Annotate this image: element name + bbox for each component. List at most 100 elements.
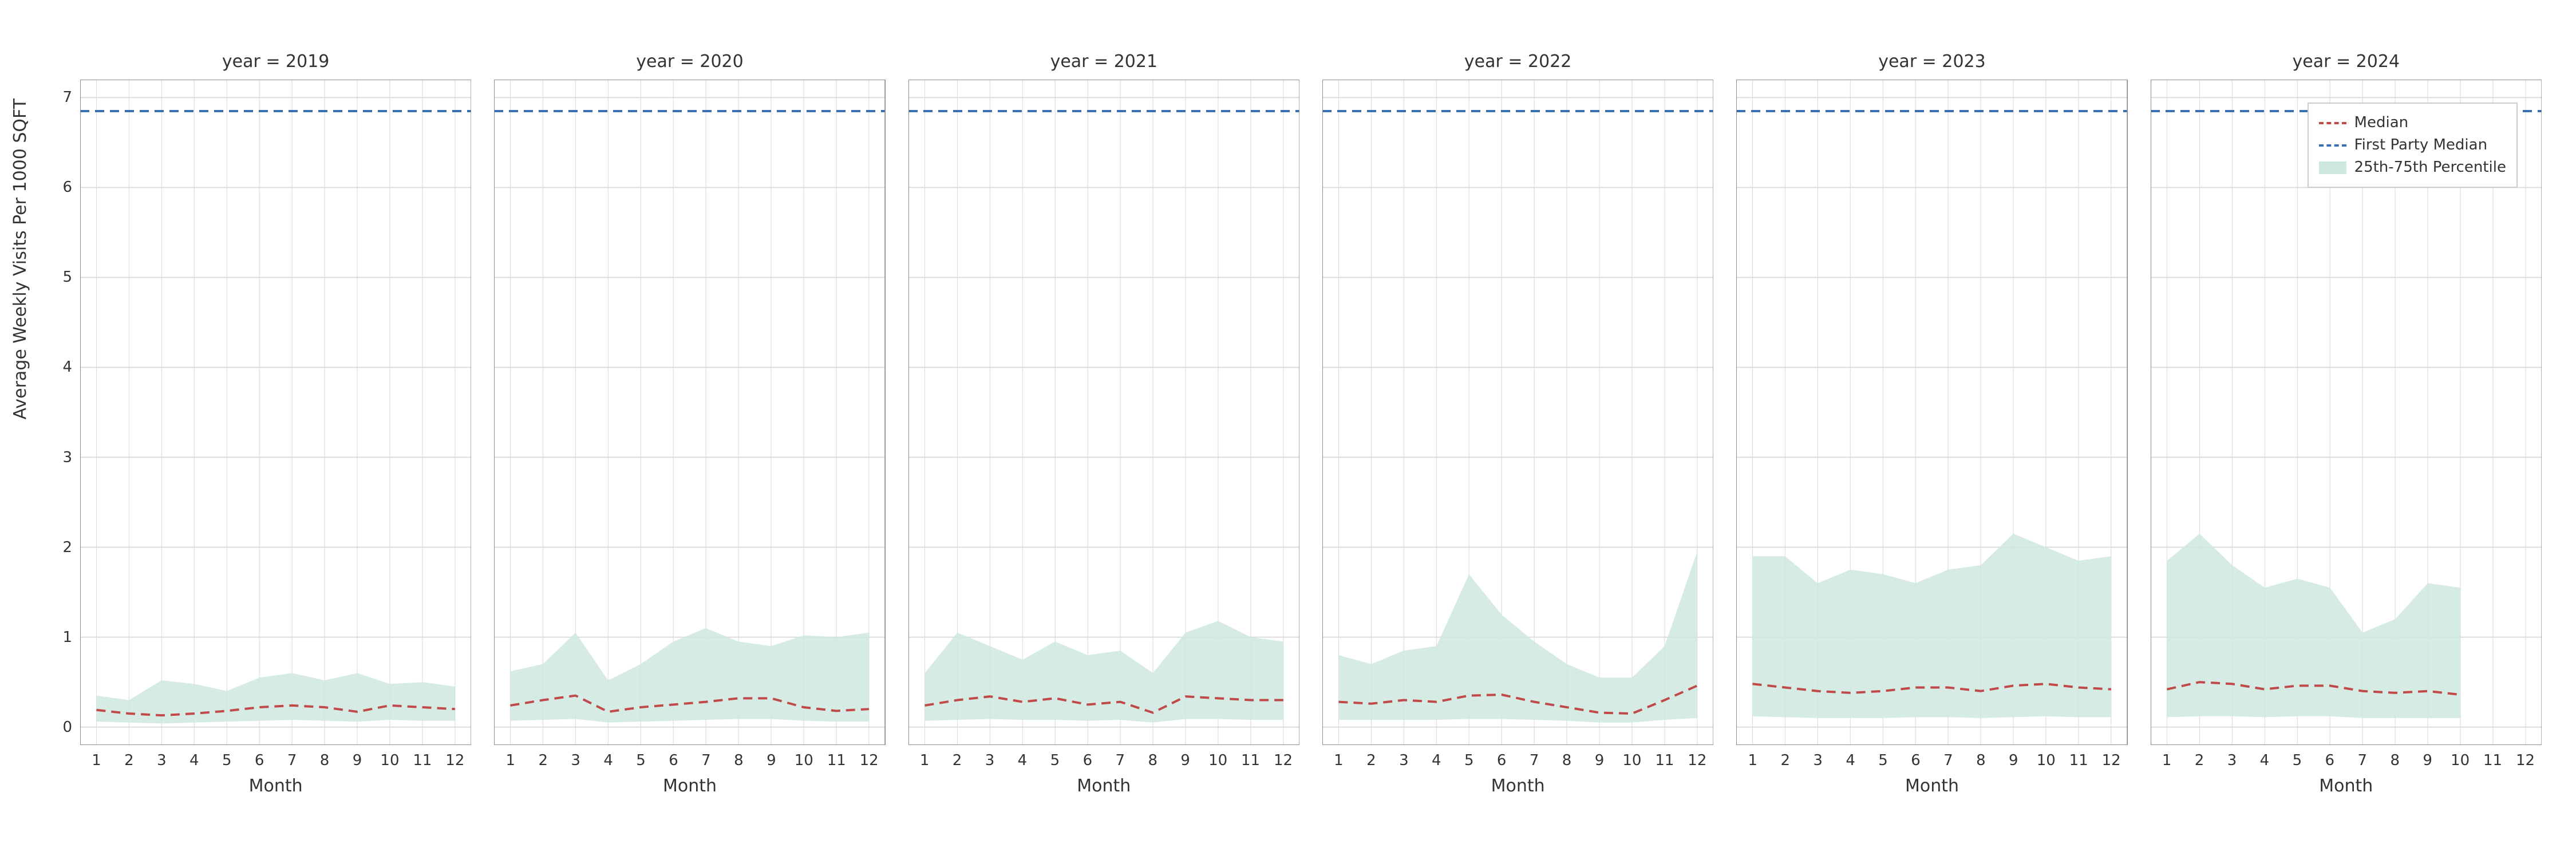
plot-area: 123456789101112 [1322, 80, 1713, 745]
plot-svg [80, 80, 471, 745]
xtick-label: 3 [571, 752, 580, 769]
xtick-label: 3 [2227, 752, 2237, 769]
xtick-label: 11 [2483, 752, 2502, 769]
xtick-label: 12 [1688, 752, 1706, 769]
xtick-label: 9 [2009, 752, 2018, 769]
xtick-label: 11 [827, 752, 846, 769]
percentile-band [511, 628, 869, 723]
xtick-label: 12 [2102, 752, 2121, 769]
xtick-label: 7 [287, 752, 297, 769]
legend-patch-swatch [2319, 161, 2346, 174]
plot-area: 123456789101112 [1736, 80, 2127, 745]
xtick-label: 6 [255, 752, 264, 769]
x-axis-label: Month [1322, 776, 1713, 796]
xtick-label: 8 [734, 752, 744, 769]
legend-item: 25th-75th Percentile [2319, 156, 2506, 179]
xtick-label: 3 [1399, 752, 1409, 769]
panel: year = 2024 123456789101112MedianFirst Pa… [2151, 52, 2542, 796]
legend-item: Median [2319, 112, 2506, 134]
ytick-label: 0 [62, 719, 72, 736]
panel-title: year = 2020 [494, 52, 885, 72]
panel: year = 2022 123456789101112 Month [1322, 52, 1713, 796]
ytick-label: 7 [62, 89, 72, 106]
xtick-label: 1 [2162, 752, 2172, 769]
xtick-label: 12 [445, 752, 464, 769]
xtick-label: 8 [2390, 752, 2400, 769]
xtick-label: 5 [222, 752, 232, 769]
x-axis-label: Month [80, 776, 471, 796]
xtick-label: 6 [1911, 752, 1921, 769]
xtick-label: 8 [1148, 752, 1157, 769]
x-axis-label: Month [2151, 776, 2542, 796]
panel: year = 2020123456789101112Month [494, 52, 885, 796]
xtick-label: 7 [1530, 752, 1539, 769]
panel: year = 2021123456789101112Month [908, 52, 1299, 796]
panel: year = 2023123456789101112Month [1736, 52, 2127, 796]
plot-svg [908, 80, 1299, 745]
xtick-label: 6 [1083, 752, 1093, 769]
legend-label: First Party Median [2354, 134, 2488, 156]
ytick-label: 1 [62, 629, 72, 646]
xtick-label: 4 [1432, 752, 1441, 769]
panel: year = 201901234567123456789101112Month [80, 52, 471, 796]
xtick-label: 3 [1813, 752, 1823, 769]
plot-area: 01234567123456789101112 [80, 80, 471, 745]
xtick-label: 2 [2195, 752, 2204, 769]
xtick-label: 8 [320, 752, 330, 769]
legend-item: First Party Median [2319, 134, 2506, 156]
xtick-label: 2 [1366, 752, 1376, 769]
xtick-label: 1 [1748, 752, 1758, 769]
xtick-label: 9 [1180, 752, 1190, 769]
ytick-label: 3 [62, 449, 72, 466]
panel-title: year = 2024 [2151, 52, 2542, 72]
xtick-label: 2 [953, 752, 962, 769]
figure: Average Weekly Visits Per 1000 SQFT year… [0, 0, 2576, 859]
xtick-label: 3 [157, 752, 167, 769]
xtick-label: 10 [795, 752, 813, 769]
xtick-label: 2 [124, 752, 134, 769]
plot-svg [1736, 80, 2127, 745]
xtick-label: 7 [701, 752, 711, 769]
panel-title: year = 2022 [1322, 52, 1713, 72]
xtick-label: 7 [1116, 752, 1125, 769]
xtick-label: 4 [1018, 752, 1028, 769]
xtick-label: 10 [1208, 752, 1227, 769]
xtick-label: 10 [2037, 752, 2056, 769]
xtick-label: 11 [1241, 752, 1260, 769]
xtick-label: 5 [1050, 752, 1060, 769]
xtick-label: 4 [603, 752, 613, 769]
xtick-label: 11 [2069, 752, 2088, 769]
xtick-label: 6 [2325, 752, 2335, 769]
xtick-label: 2 [538, 752, 548, 769]
xtick-label: 7 [2357, 752, 2367, 769]
xtick-label: 9 [353, 752, 362, 769]
xtick-label: 9 [2423, 752, 2432, 769]
xtick-label: 10 [380, 752, 399, 769]
ytick-label: 2 [62, 539, 72, 556]
xtick-label: 11 [413, 752, 432, 769]
xtick-label: 2 [1780, 752, 1790, 769]
ytick-label: 6 [62, 179, 72, 196]
xtick-label: 8 [1562, 752, 1572, 769]
xtick-label: 5 [1464, 752, 1474, 769]
percentile-band [924, 621, 1283, 722]
panels-row: year = 201901234567123456789101112Monthy… [80, 52, 2542, 796]
panel-title: year = 2021 [908, 52, 1299, 72]
legend-line-swatch [2319, 144, 2346, 147]
plot-area: 123456789101112 [908, 80, 1299, 745]
xtick-label: 5 [2293, 752, 2302, 769]
legend-label: Median [2354, 112, 2409, 134]
y-axis-label: Average Weekly Visits Per 1000 SQFT [10, 98, 30, 420]
plot-area: 123456789101112MedianFirst Party Median2… [2151, 80, 2542, 745]
panel-title: year = 2023 [1736, 52, 2127, 72]
xtick-label: 4 [1846, 752, 1855, 769]
plot-area: 123456789101112 [494, 80, 885, 745]
xtick-label: 5 [1878, 752, 1888, 769]
plot-svg [494, 80, 885, 745]
plot-svg [1322, 80, 1713, 745]
xtick-label: 12 [1274, 752, 1293, 769]
legend: MedianFirst Party Median25th-75th Percen… [2308, 103, 2518, 188]
xtick-label: 1 [1334, 752, 1344, 769]
xtick-label: 1 [920, 752, 930, 769]
xtick-label: 9 [767, 752, 776, 769]
